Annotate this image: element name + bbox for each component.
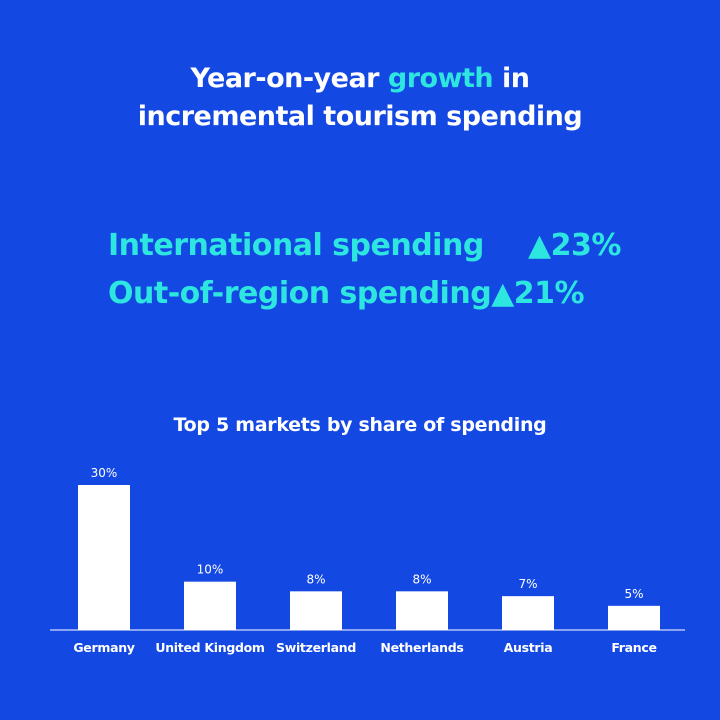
stat-international-label: International spending [108, 228, 484, 263]
bar-france [608, 605, 660, 630]
data-label: 8% [412, 572, 431, 586]
data-label: 30% [91, 466, 118, 480]
category-label: Austria [504, 640, 553, 655]
data-label: 8% [306, 572, 325, 586]
category-label: France [611, 640, 656, 655]
category-label: Switzerland [276, 640, 356, 655]
bar-germany [78, 485, 130, 630]
title-line2: incremental tourism spending [137, 101, 583, 132]
data-label: 5% [624, 587, 643, 601]
stat-out-of-region-value: ▲21% [491, 276, 585, 311]
data-label: 10% [197, 563, 224, 577]
page-title: Year-on-year growth in incremental touri… [0, 60, 720, 136]
title-accent: growth [387, 63, 494, 94]
stat-international-value: ▲23% [528, 228, 621, 263]
category-label: Netherlands [380, 640, 463, 655]
stat-out-of-region: Out-of-region spending▲21% [108, 270, 621, 318]
bar-netherlands [396, 591, 448, 630]
title-part2: in [493, 63, 530, 94]
stat-out-of-region-label: Out-of-region spending [108, 276, 492, 311]
category-label: United Kingdom [155, 640, 265, 655]
title-part1: Year-on-year [190, 63, 388, 94]
stat-international: International spending ▲23% [108, 222, 621, 270]
bar-austria [502, 596, 554, 630]
category-label: Germany [73, 640, 134, 655]
chart-title: Top 5 markets by share of spending [173, 414, 547, 436]
bar-switzerland [290, 591, 342, 630]
data-label: 7% [518, 577, 537, 591]
bar-united-kingdom [184, 581, 236, 630]
growth-stats: International spending ▲23% Out-of-region… [108, 222, 621, 318]
